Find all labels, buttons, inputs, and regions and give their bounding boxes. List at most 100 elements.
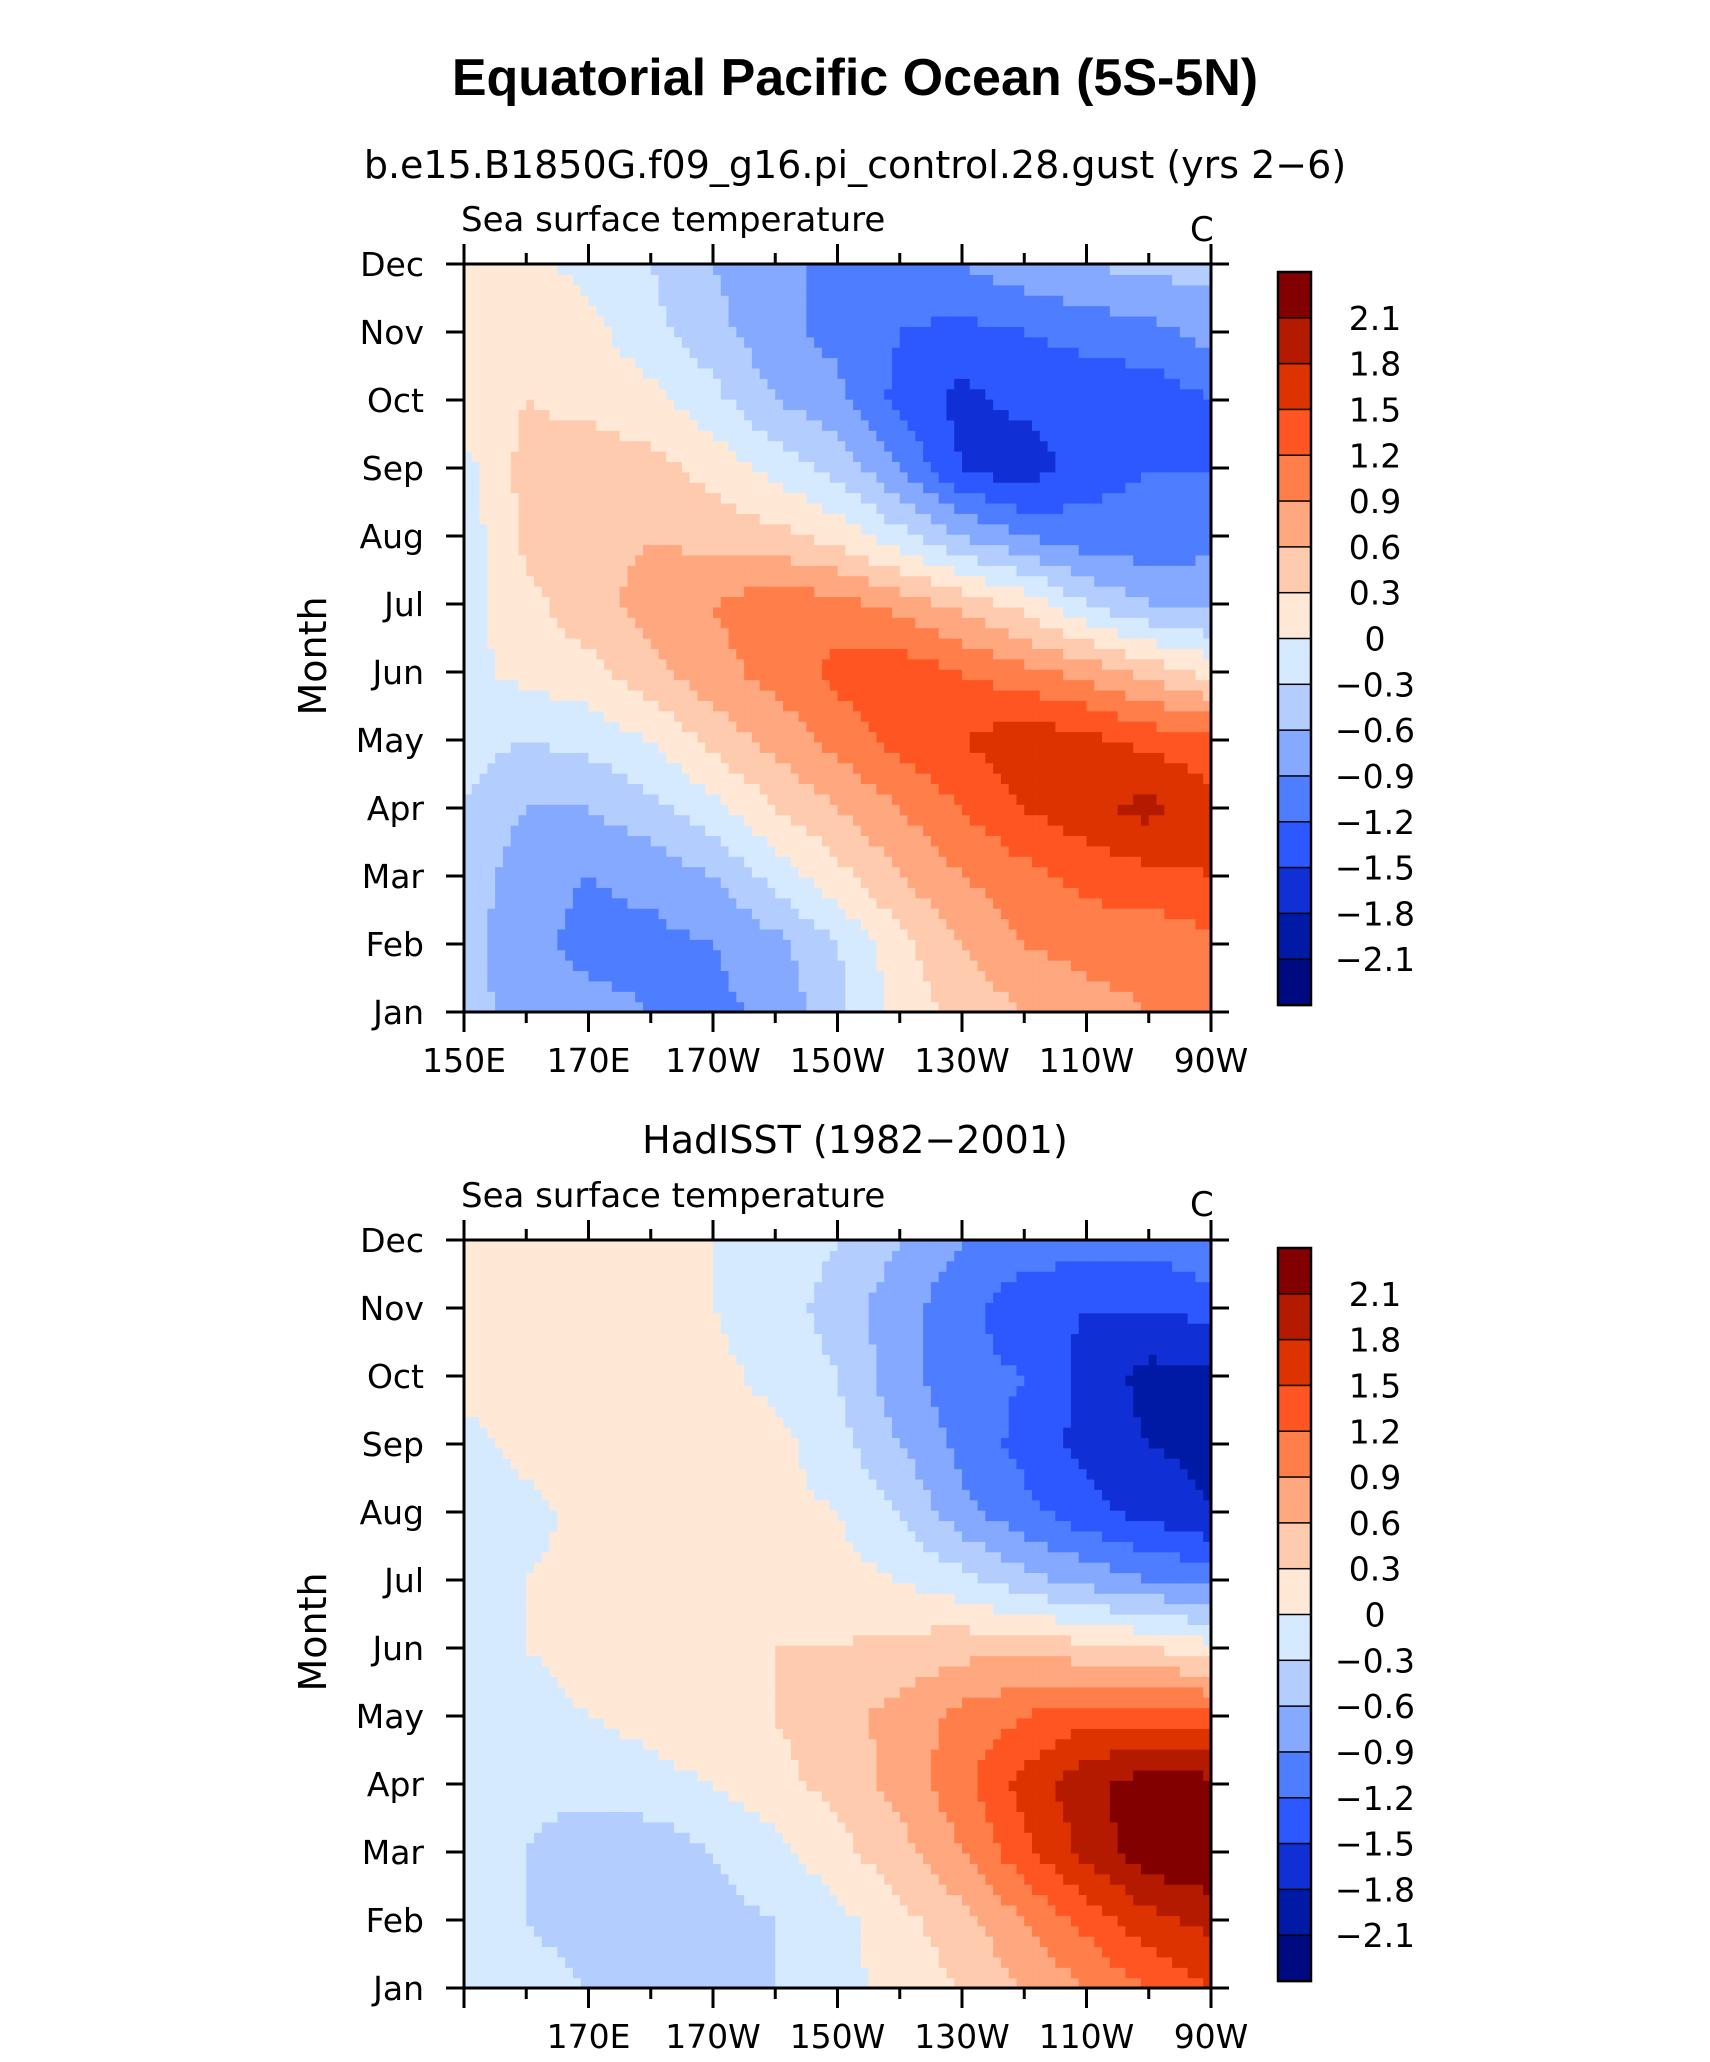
contour-cell xyxy=(1102,658,1111,670)
contour-cell xyxy=(1102,502,1111,514)
contour-cell xyxy=(1086,627,1095,639)
contour-cell xyxy=(557,648,566,660)
contour-cell xyxy=(923,928,932,940)
contour-cell xyxy=(930,949,940,961)
contour-cell xyxy=(930,658,940,670)
contour-cell xyxy=(1179,1001,1189,1013)
contour-cell xyxy=(510,991,520,1003)
contour-cell xyxy=(884,658,893,670)
contour-cell xyxy=(1047,565,1056,577)
contour-cell xyxy=(1156,793,1165,805)
contour-cell xyxy=(534,700,543,712)
contour-cell xyxy=(534,669,543,681)
contour-cell xyxy=(946,482,955,494)
contour-cell xyxy=(884,804,893,816)
contour-cell xyxy=(860,908,870,920)
contour-cell xyxy=(681,1001,691,1013)
contour-cell xyxy=(1078,658,1088,670)
contour-cell xyxy=(681,554,691,566)
contour-cell xyxy=(588,960,597,972)
contour-cell xyxy=(876,523,885,535)
contour-cell xyxy=(1070,700,1080,712)
contour-cell xyxy=(1125,897,1134,909)
contour-cell xyxy=(798,523,807,535)
contour-cell xyxy=(744,596,753,608)
contour-cell xyxy=(923,596,932,608)
contour-cell xyxy=(751,710,761,722)
contour-cell xyxy=(736,991,745,1003)
contour-cell xyxy=(705,866,714,878)
contour-cell xyxy=(993,991,1002,1003)
contour-cell xyxy=(1195,960,1204,972)
contour-cell xyxy=(1086,471,1095,483)
contour-cell xyxy=(876,835,885,847)
contour-cell xyxy=(1203,814,1212,826)
contour-cell xyxy=(1203,700,1212,712)
contour-cell xyxy=(720,793,730,805)
contour-cell xyxy=(985,492,994,504)
contour-cell xyxy=(969,793,979,805)
contour-cell xyxy=(790,887,800,899)
contour-cell xyxy=(565,648,574,660)
contour-cell xyxy=(495,617,504,629)
contour-cell xyxy=(915,710,924,722)
contour-cell xyxy=(471,627,481,639)
contour-cell xyxy=(650,928,660,940)
contour-cell xyxy=(954,866,963,878)
contour-cell xyxy=(728,606,737,618)
contour-cell xyxy=(510,596,520,608)
contour-cell xyxy=(1024,731,1033,743)
contour-cell xyxy=(1024,648,1033,660)
contour-cell xyxy=(1140,544,1150,556)
contour-cell xyxy=(518,970,527,982)
contour-cell xyxy=(705,752,714,764)
contour-cell xyxy=(666,773,675,785)
contour-cell xyxy=(689,523,699,535)
contour-cell xyxy=(1047,606,1056,618)
contour-cell xyxy=(487,970,496,982)
contour-cell xyxy=(479,887,488,899)
contour-cell xyxy=(1148,804,1158,816)
contour-cell xyxy=(580,648,590,660)
contour-cell xyxy=(674,575,683,587)
contour-cell xyxy=(876,492,885,504)
contour-cell xyxy=(674,980,683,992)
contour-cell xyxy=(845,845,854,857)
contour-cell xyxy=(736,876,745,888)
contour-cell xyxy=(790,534,800,546)
contour-cell xyxy=(650,793,660,805)
contour-cell xyxy=(806,700,815,712)
contour-cell xyxy=(526,928,535,940)
contour-cell xyxy=(1086,762,1095,774)
contour-cell xyxy=(829,627,839,639)
contour-cell xyxy=(502,980,512,992)
contour-cell xyxy=(1016,866,1025,878)
contour-cell xyxy=(1133,669,1142,681)
contour-cell xyxy=(1024,897,1033,909)
contour-cell xyxy=(1102,523,1111,535)
contour-cell xyxy=(720,471,730,483)
contour-cell xyxy=(977,627,986,639)
contour-cell xyxy=(891,575,901,587)
contour-cell xyxy=(977,918,986,930)
contour-cell xyxy=(588,710,597,722)
contour-cell xyxy=(635,669,644,681)
contour-cell xyxy=(1164,856,1173,868)
contour-cell xyxy=(1032,1001,1041,1013)
contour-cell xyxy=(915,887,924,899)
contour-cell xyxy=(1156,617,1165,629)
contour-cell xyxy=(650,731,660,743)
contour-cell xyxy=(930,866,940,878)
contour-cell xyxy=(689,876,699,888)
contour-cell xyxy=(487,617,496,629)
contour-cell xyxy=(697,814,706,826)
contour-cell xyxy=(853,513,862,525)
contour-cell xyxy=(572,586,582,598)
contour-cell xyxy=(1102,586,1111,598)
contour-cell xyxy=(534,534,543,546)
contour-cell xyxy=(720,575,730,587)
contour-cell xyxy=(479,1001,488,1013)
contour-cell xyxy=(1172,1001,1181,1013)
contour-cell xyxy=(814,908,823,920)
contour-cell xyxy=(627,845,636,857)
